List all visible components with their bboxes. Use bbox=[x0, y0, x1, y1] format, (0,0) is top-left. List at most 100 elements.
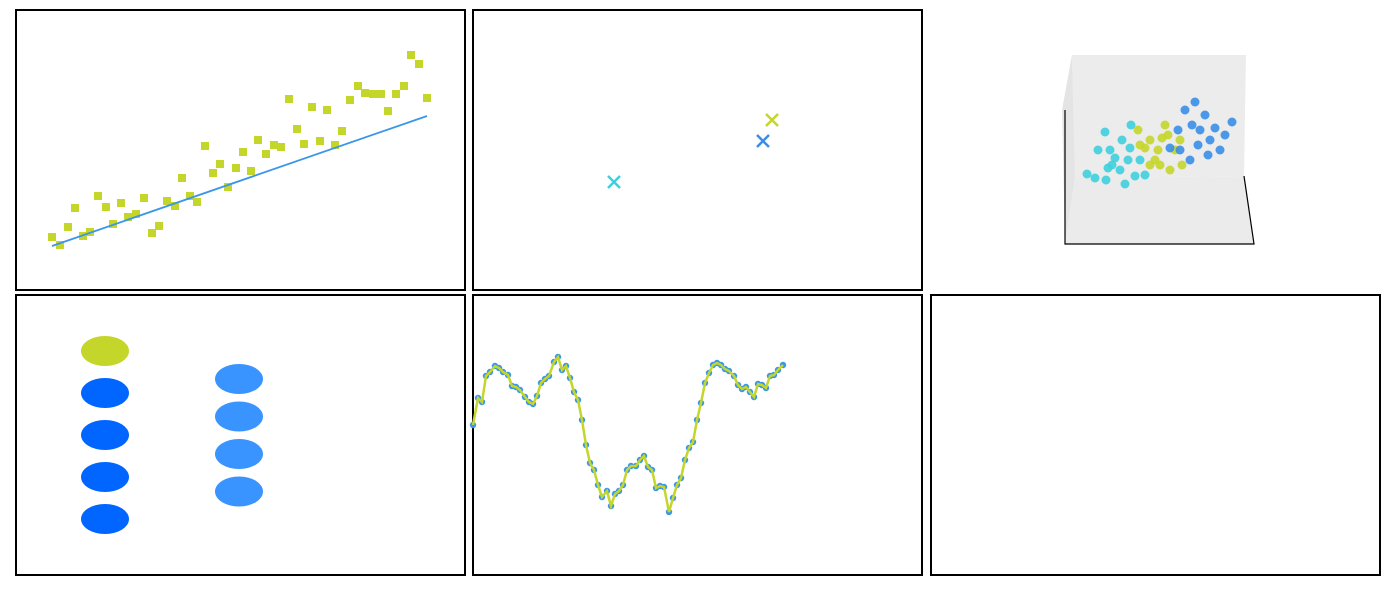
point bbox=[254, 136, 262, 144]
point bbox=[124, 213, 132, 221]
point bbox=[323, 106, 331, 114]
point bbox=[392, 90, 400, 98]
point bbox=[1100, 127, 1110, 137]
panel-frame bbox=[472, 9, 923, 291]
point bbox=[209, 169, 217, 177]
point bbox=[224, 183, 232, 191]
point bbox=[1210, 123, 1220, 133]
point bbox=[1126, 120, 1136, 130]
legend-marker bbox=[81, 420, 129, 450]
point bbox=[1173, 125, 1183, 135]
panel-frame bbox=[930, 294, 1381, 576]
point bbox=[247, 167, 255, 175]
point bbox=[277, 143, 285, 151]
point bbox=[1175, 135, 1185, 145]
point bbox=[1110, 153, 1120, 163]
legend-marker bbox=[81, 462, 129, 492]
point bbox=[756, 134, 770, 148]
point bbox=[102, 203, 110, 211]
point bbox=[56, 241, 64, 249]
point bbox=[1105, 145, 1115, 155]
point bbox=[1135, 140, 1145, 150]
axes-3d-box bbox=[1062, 55, 1255, 245]
point bbox=[415, 60, 423, 68]
point bbox=[384, 107, 392, 115]
point bbox=[48, 233, 56, 241]
legend-marker bbox=[81, 378, 129, 408]
point bbox=[1165, 143, 1175, 153]
panel bbox=[930, 294, 1381, 576]
point bbox=[1193, 140, 1203, 150]
point bbox=[1101, 175, 1111, 185]
point bbox=[285, 95, 293, 103]
point bbox=[1135, 155, 1145, 165]
point bbox=[71, 204, 79, 212]
point bbox=[262, 150, 270, 158]
point bbox=[293, 125, 301, 133]
point bbox=[1177, 160, 1187, 170]
point bbox=[1153, 145, 1163, 155]
point bbox=[354, 82, 362, 90]
point bbox=[1082, 169, 1092, 179]
point bbox=[171, 202, 179, 210]
point bbox=[300, 140, 308, 148]
point bbox=[607, 175, 621, 189]
legend-marker bbox=[81, 504, 129, 534]
point bbox=[1175, 145, 1185, 155]
point bbox=[377, 90, 385, 98]
point bbox=[400, 82, 408, 90]
point bbox=[140, 194, 148, 202]
point bbox=[1090, 173, 1100, 183]
panel-frame bbox=[15, 294, 466, 576]
point bbox=[1205, 135, 1215, 145]
legend-marker bbox=[215, 364, 263, 394]
panel bbox=[15, 294, 466, 576]
panel bbox=[472, 9, 923, 291]
point bbox=[1103, 163, 1113, 173]
point bbox=[1125, 143, 1135, 153]
point bbox=[64, 223, 72, 231]
point bbox=[148, 229, 156, 237]
point bbox=[1180, 105, 1190, 115]
point bbox=[1117, 135, 1127, 145]
panel bbox=[1082, 97, 1237, 189]
point bbox=[361, 89, 369, 97]
line bbox=[471, 354, 784, 513]
point bbox=[1093, 145, 1103, 155]
point bbox=[346, 96, 354, 104]
legend-marker bbox=[215, 439, 263, 469]
legend-marker bbox=[215, 476, 263, 507]
point bbox=[369, 90, 377, 98]
point bbox=[1165, 165, 1175, 175]
point bbox=[423, 94, 431, 102]
back-pane bbox=[1072, 55, 1246, 178]
point bbox=[1115, 165, 1125, 175]
point bbox=[1145, 160, 1155, 170]
legend-marker bbox=[215, 401, 263, 432]
point bbox=[163, 197, 171, 205]
axis-lines bbox=[1064, 110, 1255, 245]
point bbox=[765, 113, 779, 127]
point bbox=[1220, 130, 1230, 140]
point bbox=[232, 164, 240, 172]
panel-frame bbox=[15, 9, 466, 291]
panel bbox=[469, 294, 923, 576]
point bbox=[1195, 125, 1205, 135]
point bbox=[201, 142, 209, 150]
point bbox=[1227, 117, 1237, 127]
point bbox=[178, 174, 186, 182]
point bbox=[155, 222, 163, 230]
point bbox=[308, 103, 316, 111]
point bbox=[1140, 170, 1150, 180]
panel bbox=[15, 9, 466, 291]
point bbox=[117, 199, 125, 207]
point bbox=[1190, 97, 1200, 107]
point bbox=[193, 198, 201, 206]
line bbox=[51, 115, 428, 247]
point bbox=[1123, 155, 1133, 165]
point bbox=[1145, 135, 1155, 145]
point bbox=[216, 160, 224, 168]
point bbox=[1215, 145, 1225, 155]
point bbox=[186, 192, 194, 200]
